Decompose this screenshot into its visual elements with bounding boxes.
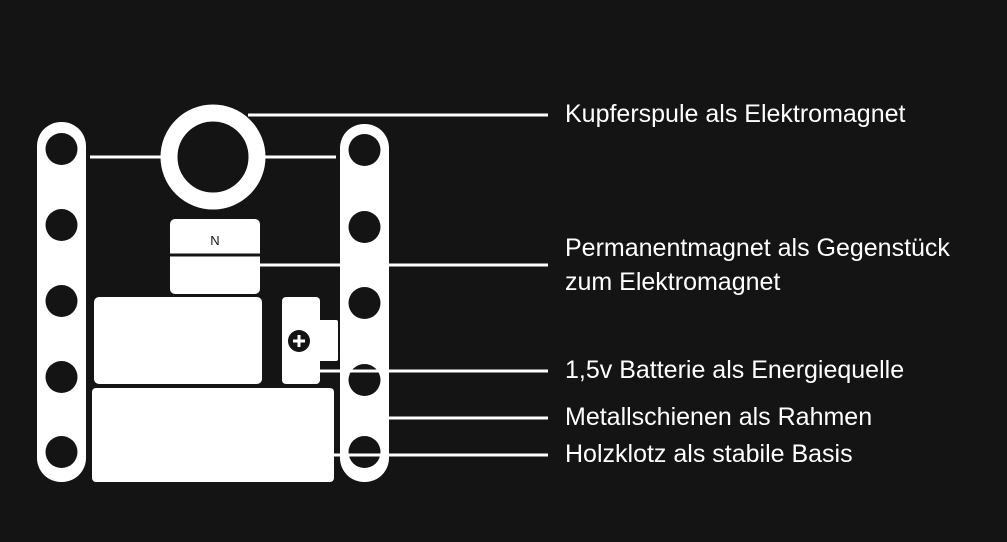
label-battery: 1,5v Batterie als Energiequelle	[565, 356, 905, 384]
left-rail	[37, 122, 86, 482]
plus-icon	[288, 330, 310, 352]
right-rail	[340, 124, 389, 482]
rail-hole	[45, 285, 78, 317]
rail-hole	[348, 436, 381, 468]
rail-hole	[45, 361, 78, 393]
battery-body	[94, 297, 262, 384]
rail-hole	[45, 209, 78, 241]
rail-hole	[348, 364, 381, 396]
label-permanent-magnet-line2: zum Elektromagnet	[565, 268, 781, 296]
battery	[94, 297, 338, 384]
copper-coil	[90, 104, 336, 210]
label-metal-rails: Metallschienen als Rahmen	[565, 403, 873, 431]
label-wooden-base: Holzklotz als stabile Basis	[565, 440, 853, 468]
label-permanent-magnet-line1: Permanentmagnet als Gegenstück	[565, 234, 950, 262]
leader-lines	[248, 113, 548, 457]
rail-hole	[45, 133, 78, 165]
magnet-pole-label: N	[210, 233, 219, 248]
label-copper-coil: Kupferspule als Elektromagnet	[565, 100, 906, 128]
wooden-base	[92, 388, 334, 482]
rail-hole	[348, 134, 381, 166]
permanent-magnet: N	[170, 219, 260, 294]
rail-hole	[45, 436, 78, 468]
rail-hole	[348, 211, 381, 243]
rail-hole	[348, 287, 381, 319]
label-permanent-magnet: Permanentmagnet als Gegenstück zum Elekt…	[565, 231, 950, 299]
coil-ring	[160, 104, 266, 210]
battery-terminal	[316, 320, 338, 361]
